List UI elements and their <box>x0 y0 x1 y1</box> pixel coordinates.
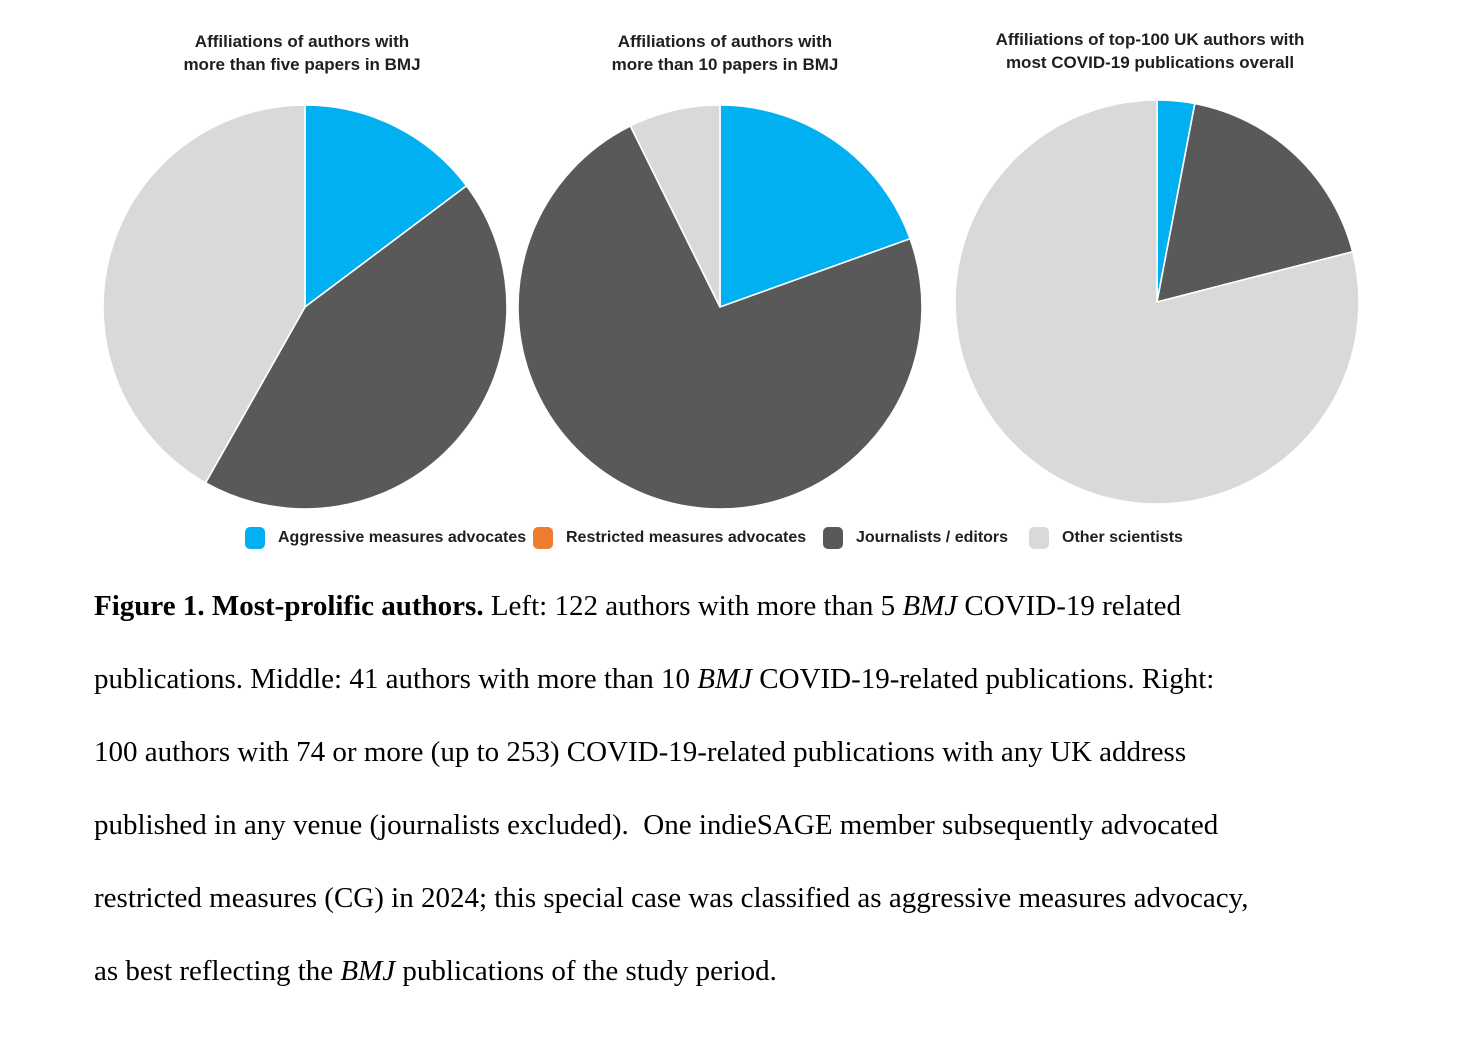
pie-slice-journalists <box>517 125 923 510</box>
legend-swatch-journalists-icon <box>823 527 843 549</box>
pie2-title: Affiliations of authors with more than 1… <box>612 30 839 76</box>
figure-caption: Figure 1. Most-prolific authors. Left: 1… <box>94 570 1414 1008</box>
caption-segment-italic: BMJ <box>340 955 396 987</box>
caption-segment-normal: as best reflecting the <box>94 955 341 987</box>
caption-line-3: 100 authors with 74 or more (up to 253) … <box>94 716 1414 789</box>
legend-swatch-restricted-icon <box>533 527 553 549</box>
caption-line-2: publications. Middle: 41 authors with mo… <box>94 643 1414 716</box>
caption-segment-normal: publications. Middle: 41 authors with mo… <box>94 663 698 695</box>
caption-line-4: published in any venue (journalists excl… <box>94 789 1414 862</box>
caption-segment-normal: COVID-19-related publications. Right: <box>752 663 1215 695</box>
legend-label-other: Other scientists <box>1062 529 1183 546</box>
legend-item-other: Other scientists <box>1029 526 1183 550</box>
caption-line-1: Figure 1. Most-prolific authors. Left: 1… <box>94 570 1414 643</box>
legend-swatch-other-icon <box>1029 527 1049 549</box>
pie2-title-line2: more than 10 papers in BMJ <box>611 55 839 74</box>
caption-segment-normal: 100 authors with 74 or more (up to 253) … <box>94 736 1187 768</box>
pie-slice-other <box>629 104 721 308</box>
caption-line-5: restricted measures (CG) in 2024; this s… <box>94 862 1414 935</box>
legend-label-aggressive: Aggressive measures advocates <box>278 529 527 546</box>
pie-slice-aggressive <box>719 104 911 308</box>
caption-segment-normal: Left: 122 authors with more than 5 <box>483 590 903 622</box>
pie1-title-line2: more than five papers in BMJ <box>183 55 421 74</box>
legend-item-restricted: Restricted measures advocates <box>533 526 806 550</box>
pie-chart-3 <box>954 99 1360 505</box>
pie-slice-aggressive <box>304 104 468 308</box>
pie3-title-line2: most COVID-19 publications overall <box>1005 53 1295 72</box>
pie1-title: Affiliations of authors with more than f… <box>183 30 420 76</box>
legend-label-journalists: Journalists / editors <box>856 529 1009 546</box>
caption-segment-italic: BMJ <box>697 663 753 695</box>
pie-slice-other <box>954 99 1360 505</box>
caption-segment-normal: published in any venue (journalists excl… <box>94 809 1219 841</box>
caption-segment-normal: COVID-19 related <box>957 590 1182 622</box>
legend-swatch-aggressive-icon <box>245 527 265 549</box>
caption-segment-italic: BMJ <box>902 590 958 622</box>
pie-chart-1 <box>102 104 508 510</box>
pie2-title-line1: Affiliations of authors with <box>617 32 833 51</box>
caption-segment-bold: Figure 1. Most-prolific authors. <box>94 590 484 622</box>
pie-slice-other <box>102 104 306 484</box>
pie1-title-line1: Affiliations of authors with <box>194 32 410 51</box>
caption-line-6: as best reflecting the BMJ publications … <box>94 935 1414 1008</box>
caption-segment-normal: restricted measures (CG) in 2024; this s… <box>94 882 1249 914</box>
pie-chart-2 <box>517 104 923 510</box>
pie-slice-journalists <box>204 184 508 510</box>
pie3-title-line1: Affiliations of top-100 UK authors with <box>995 30 1305 49</box>
pie-slice-journalists <box>1156 102 1354 303</box>
caption-segment-normal: publications of the study period. <box>395 955 777 987</box>
pie3-title: Affiliations of top-100 UK authors with … <box>996 28 1305 74</box>
legend-label-restricted: Restricted measures advocates <box>566 529 807 546</box>
legend-item-journalists: Journalists / editors <box>823 526 1008 550</box>
legend-item-aggressive: Aggressive measures advocates <box>245 526 526 550</box>
